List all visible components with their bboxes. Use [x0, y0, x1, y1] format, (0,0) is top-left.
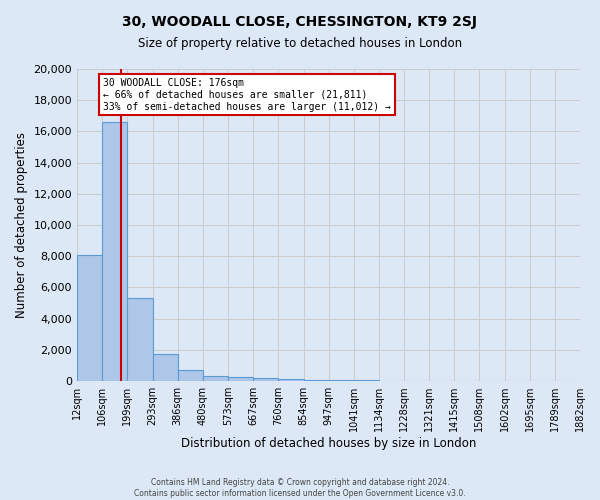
- Text: 30, WOODALL CLOSE, CHESSINGTON, KT9 2SJ: 30, WOODALL CLOSE, CHESSINGTON, KT9 2SJ: [122, 15, 478, 29]
- Bar: [228, 377, 253, 381]
- Bar: [304, 380, 329, 381]
- Bar: [253, 378, 278, 381]
- Bar: [127, 298, 152, 381]
- X-axis label: Distribution of detached houses by size in London: Distribution of detached houses by size …: [181, 437, 476, 450]
- Text: 30 WOODALL CLOSE: 176sqm
← 66% of detached houses are smaller (21,811)
33% of se: 30 WOODALL CLOSE: 176sqm ← 66% of detach…: [103, 78, 391, 112]
- Bar: [203, 376, 228, 381]
- Bar: [178, 370, 203, 381]
- Bar: [103, 122, 127, 381]
- Y-axis label: Number of detached properties: Number of detached properties: [15, 132, 28, 318]
- Text: Size of property relative to detached houses in London: Size of property relative to detached ho…: [138, 38, 462, 51]
- Bar: [152, 354, 178, 381]
- Bar: [329, 380, 354, 381]
- Text: Contains HM Land Registry data © Crown copyright and database right 2024.
Contai: Contains HM Land Registry data © Crown c…: [134, 478, 466, 498]
- Bar: [77, 254, 103, 381]
- Bar: [354, 380, 379, 381]
- Bar: [278, 378, 304, 381]
